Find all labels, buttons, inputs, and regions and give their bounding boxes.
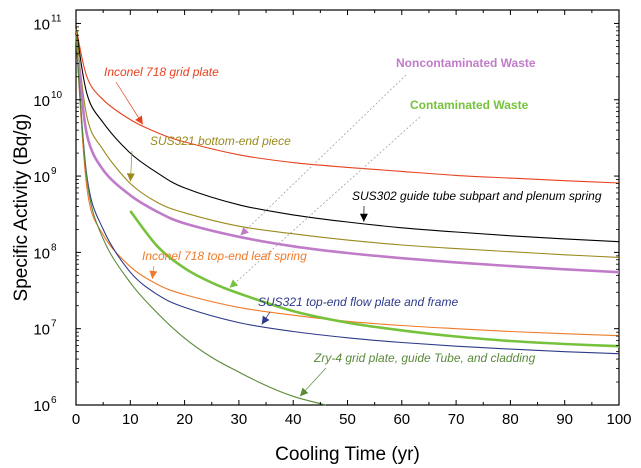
series-line-1 xyxy=(75,26,620,243)
y-tick-exponent: 11 xyxy=(51,13,62,24)
x-tick-label: 30 xyxy=(231,411,248,428)
y-tick-exponent: 10 xyxy=(51,90,63,101)
y-tick-label: 10 xyxy=(33,245,50,262)
series-line-6 xyxy=(129,210,620,348)
y-tick-base: 10 xyxy=(33,169,50,186)
annotation-label: Inconel 718 top-end leaf spring xyxy=(142,249,307,263)
annotation-arrowhead xyxy=(229,279,239,288)
annotation-label: SUS321 bottom-end piece xyxy=(150,134,291,148)
x-tick-label: 50 xyxy=(339,411,356,428)
x-tick-label: 60 xyxy=(393,411,410,428)
y-tick-label: 10 xyxy=(33,16,50,33)
annotation-arrowhead xyxy=(299,387,309,397)
x-tick-label: 70 xyxy=(448,411,465,428)
series-line-7 xyxy=(75,35,326,406)
y-tick-label: 10 xyxy=(33,169,50,186)
y-tick-exponent: 6 xyxy=(51,395,57,406)
annotation-leader xyxy=(115,81,144,125)
annotation-leader xyxy=(229,116,421,289)
x-tick-label: 20 xyxy=(176,411,193,428)
annotation-label: SUS302 guide tube subpart and plenum spr… xyxy=(352,189,602,203)
y-tick-label: 10 xyxy=(33,93,50,110)
annotation-arrowhead xyxy=(240,226,249,236)
y-tick-base: 10 xyxy=(33,398,50,415)
y-tick-label: 10 xyxy=(33,398,50,415)
y-tick-exponent: 8 xyxy=(51,242,57,253)
x-tick-label: 100 xyxy=(606,411,631,428)
x-tick-label: 80 xyxy=(502,411,519,428)
annotation-layer: Inconel 718 grid plate SUS321 bottom-end … xyxy=(104,56,602,397)
annotation-arrowhead xyxy=(135,115,143,125)
y-tick-base: 10 xyxy=(33,245,50,262)
y-tick-base: 10 xyxy=(33,16,50,33)
annotation-label: Contaminated Waste xyxy=(410,98,529,112)
y-tick-base: 10 xyxy=(33,322,50,339)
y-tick-label: 10 xyxy=(33,322,50,339)
series-line-4 xyxy=(75,35,620,337)
annotation-label: Noncontaminated Waste xyxy=(396,56,536,70)
series-line-2 xyxy=(75,28,620,258)
x-tick-label: 0 xyxy=(72,411,80,428)
x-tick-label: 90 xyxy=(556,411,573,428)
annotation-arrowhead xyxy=(149,270,158,279)
series-line-5 xyxy=(75,35,620,355)
annotation-arrowhead xyxy=(261,315,270,325)
x-tick-label: 10 xyxy=(122,411,139,428)
annotation-arrowhead xyxy=(359,213,368,222)
annotation-label: SUS321 top-end flow plate and frame xyxy=(258,295,458,309)
annotation-label: Inconel 718 grid plate xyxy=(104,65,219,79)
x-axis-title: Cooling Time (yr) xyxy=(275,444,420,465)
annotation-arrowhead xyxy=(126,173,135,182)
annotation-label: Zry-4 grid plate, guide Tube, and claddi… xyxy=(313,351,536,365)
series-line-0 xyxy=(75,26,620,184)
y-tick-exponent: 7 xyxy=(51,319,57,330)
x-tick-label: 40 xyxy=(285,411,302,428)
annotation-leader xyxy=(240,74,407,236)
y-tick-exponent: 9 xyxy=(51,166,57,177)
series-line-3 xyxy=(77,63,620,274)
y-tick-base: 10 xyxy=(33,93,50,110)
series-layer xyxy=(75,26,620,406)
y-axis-title: Specific Activity (Bq/g) xyxy=(11,114,32,302)
